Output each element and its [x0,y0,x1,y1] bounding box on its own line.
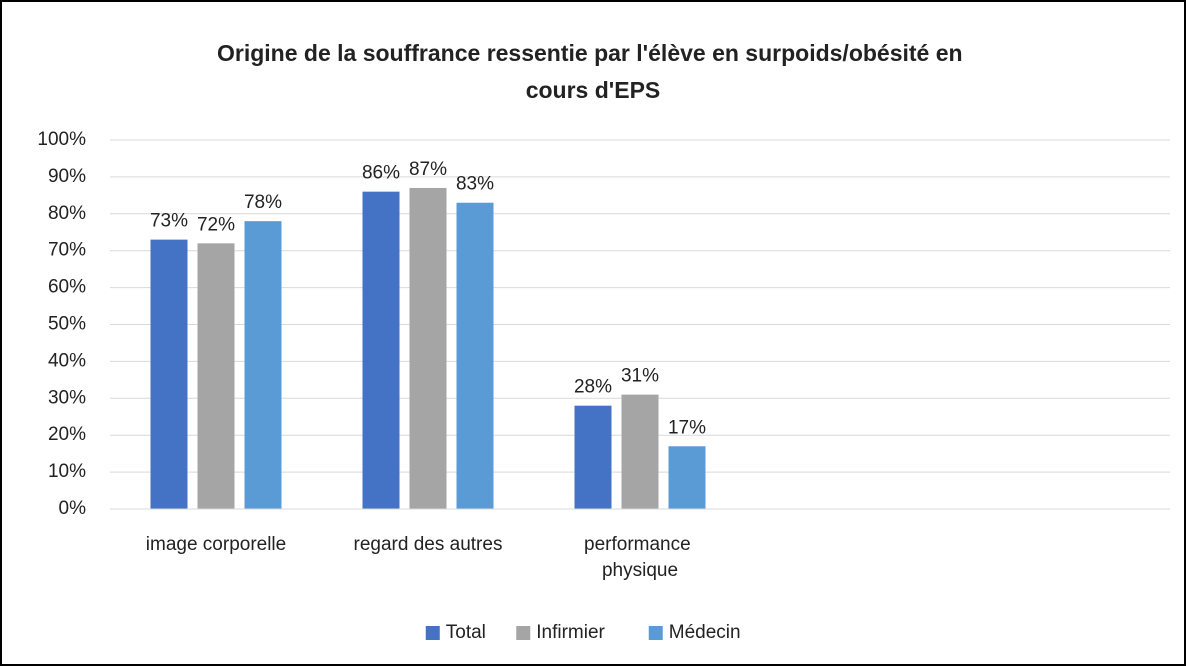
bar [244,221,282,509]
legend-label: Infirmier [536,622,605,643]
chart-title: Origine de la souffrance ressentie par l… [217,40,969,103]
bar [574,405,612,509]
data-label: 86% [362,163,400,184]
bar [668,446,706,509]
bar [409,187,447,509]
y-tick-label: 100% [37,129,86,150]
x-tick-label: image corporelle [146,534,286,555]
legend-swatch [648,626,663,640]
legend-label: Médecin [669,622,741,643]
y-tick-label: 90% [48,166,86,187]
x-tick-label: performance physique [584,534,696,581]
y-tick-label: 50% [48,314,86,335]
data-label: 17% [668,417,706,438]
data-label: 83% [456,174,494,195]
y-tick-label: 70% [48,240,86,261]
legend-swatch [425,626,440,640]
data-label: 31% [621,366,659,387]
bar [362,191,400,509]
legend-label: Total [446,622,486,643]
y-tick-label: 30% [48,387,86,408]
data-label: 28% [574,377,612,398]
bar [197,243,235,509]
bar [456,202,494,510]
bar [621,394,659,509]
data-label: 72% [197,214,235,235]
y-tick-label: 0% [59,498,87,519]
legend-swatch [516,626,531,640]
x-tick-label: regard des autres [354,534,503,555]
y-tick-label: 20% [48,424,86,445]
bar [150,239,188,509]
y-tick-label: 80% [48,203,86,224]
data-label: 87% [409,159,447,180]
y-tick-label: 40% [48,350,86,371]
data-label: 73% [150,211,188,232]
data-label: 78% [244,192,282,213]
y-tick-label: 60% [48,277,86,298]
y-tick-label: 10% [48,461,86,482]
